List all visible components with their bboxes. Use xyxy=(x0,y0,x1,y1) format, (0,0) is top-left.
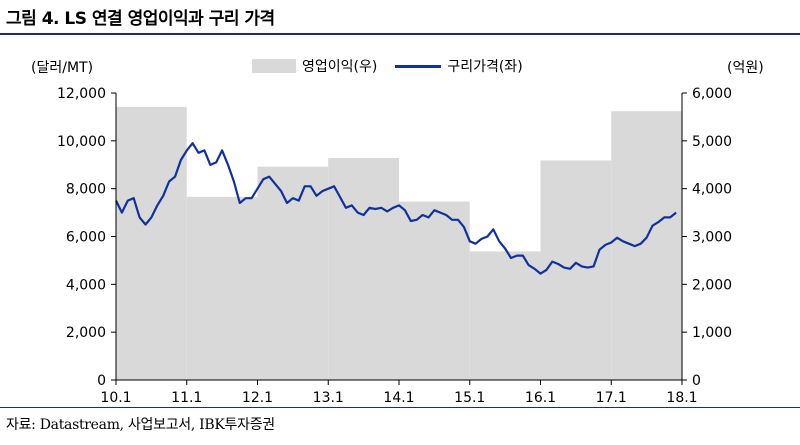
right-tick-label: 5,000 xyxy=(692,134,732,150)
x-tick-label: 18.1 xyxy=(666,390,697,406)
right-tick-label: 4,000 xyxy=(692,182,732,198)
legend-line-swatch xyxy=(395,64,442,68)
legend-item-copper-price: 구리가격(좌) xyxy=(395,56,523,76)
bar-2013 xyxy=(328,158,399,380)
x-tick-label: 11.1 xyxy=(171,390,202,406)
legend-bar-swatch xyxy=(252,59,296,73)
bar-2015 xyxy=(469,251,541,380)
left-tick-label: 12,000 xyxy=(57,86,106,102)
right-axis-unit: (억원) xyxy=(727,60,764,76)
figure-title: 그림 4. LS 연결 영업이익과 구리 가격 xyxy=(6,9,275,29)
left-axis-unit: (달러/MT) xyxy=(31,60,94,76)
bottom-rule xyxy=(0,407,800,408)
x-tick-label: 10.1 xyxy=(100,390,131,406)
right-tick-label: 6,000 xyxy=(692,86,732,102)
legend-item-operating-profit: 영업이익(우) xyxy=(252,56,377,76)
x-tick-label: 15.1 xyxy=(454,390,485,406)
right-tick-label: 3,000 xyxy=(692,230,732,246)
x-tick-label: 14.1 xyxy=(383,390,414,406)
x-tick-label: 12.1 xyxy=(242,390,273,406)
bar-2016 xyxy=(540,160,612,380)
chart-legend: 영업이익(우) 구리가격(좌) xyxy=(252,55,541,77)
legend-label-operating-profit: 영업이익(우) xyxy=(302,59,378,75)
x-tick-label: 13.1 xyxy=(313,390,344,406)
right-tick-label: 2,000 xyxy=(692,277,732,293)
bar-2010 xyxy=(116,106,187,380)
copper-price-line xyxy=(115,142,677,275)
bar-2011 xyxy=(186,196,258,380)
left-tick-label: 2,000 xyxy=(66,325,106,341)
x-tick-label: 16.1 xyxy=(525,390,556,406)
left-tick-label: 8,000 xyxy=(66,182,106,198)
x-tick-label: 17.1 xyxy=(596,390,627,406)
left-tick-label: 0 xyxy=(97,373,106,389)
left-tick-label: 6,000 xyxy=(66,230,106,246)
legend-label-copper-price: 구리가격(좌) xyxy=(447,59,523,75)
left-tick-label: 4,000 xyxy=(66,277,106,293)
right-tick-label: 1,000 xyxy=(692,325,732,341)
source-note: 자료: Datastream, 사업보고서, IBK투자증권 xyxy=(6,417,275,433)
title-rule xyxy=(0,33,800,35)
right-tick-label: 0 xyxy=(692,373,701,389)
bar-2017 xyxy=(611,111,682,380)
left-tick-label: 10,000 xyxy=(57,134,106,150)
bar-2014 xyxy=(399,201,470,380)
bar-2012 xyxy=(257,166,329,380)
